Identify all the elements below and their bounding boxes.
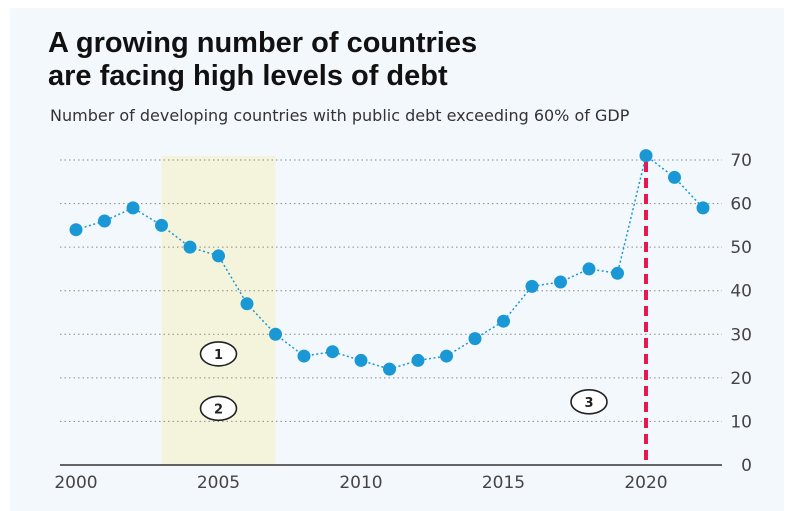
callout-circle [570,389,608,415]
callout-circle [199,341,238,367]
data-point [98,214,111,228]
data-point [411,353,425,367]
callout-layer: 1 2 3 [199,341,608,422]
data-point [269,327,282,341]
callout-label: 1 [214,348,223,363]
callout-label: 2 [214,402,223,417]
data-point [611,266,624,280]
x-tick-label: 2020 [624,473,667,493]
callout-label: 3 [584,396,593,411]
chart-subtitle: Number of developing countries with publ… [50,106,630,125]
title-line-2: are facing high levels of debt [48,60,448,92]
data-point [326,345,339,359]
data-point [212,249,225,263]
data-point [668,170,681,184]
y-tick-label: 30 [730,325,752,345]
callout-marker: 3 [570,389,608,415]
grid-layer [60,159,722,422]
data-point [297,349,311,363]
data-point [155,218,168,232]
data-point [468,332,482,346]
series-line-layer [75,154,704,370]
data-point [354,353,368,367]
series-line [75,154,704,370]
callout-circle [199,395,238,422]
x-tick-label: 2000 [54,473,97,493]
x-tick-label: 2010 [339,473,382,493]
data-point [639,149,653,163]
data-point [525,279,539,293]
x-tick-label: 2015 [482,473,525,493]
y-tick-label: 70 [730,151,752,171]
data-point [69,223,83,237]
y-tick-label: 10 [730,412,752,432]
data-point [183,240,197,254]
title-line-1: A growing number of countries [48,27,478,59]
data-point [383,362,396,376]
y-tick-label: 40 [730,282,752,302]
data-point [696,201,710,215]
y-tick-label: 50 [730,238,752,258]
axis-layer: 0 10 20 30 40 50 60 70 2000 2005 2010 2015 2020 [54,151,752,493]
chart-title: A growing number of countries are facing… [48,27,728,93]
y-tick-label: 0 [741,456,752,476]
data-point-layer [69,149,710,376]
chart-card [10,8,784,511]
callout-marker: 1 [199,341,238,367]
x-tick-label: 2005 [197,473,240,493]
callout-marker: 2 [199,395,238,422]
data-point [440,349,453,363]
data-point [554,275,567,289]
data-point [240,297,254,311]
data-point [497,314,510,328]
y-tick-label: 60 [730,195,752,215]
y-tick-label: 20 [730,369,752,389]
data-point [582,262,596,276]
data-point [126,201,140,215]
